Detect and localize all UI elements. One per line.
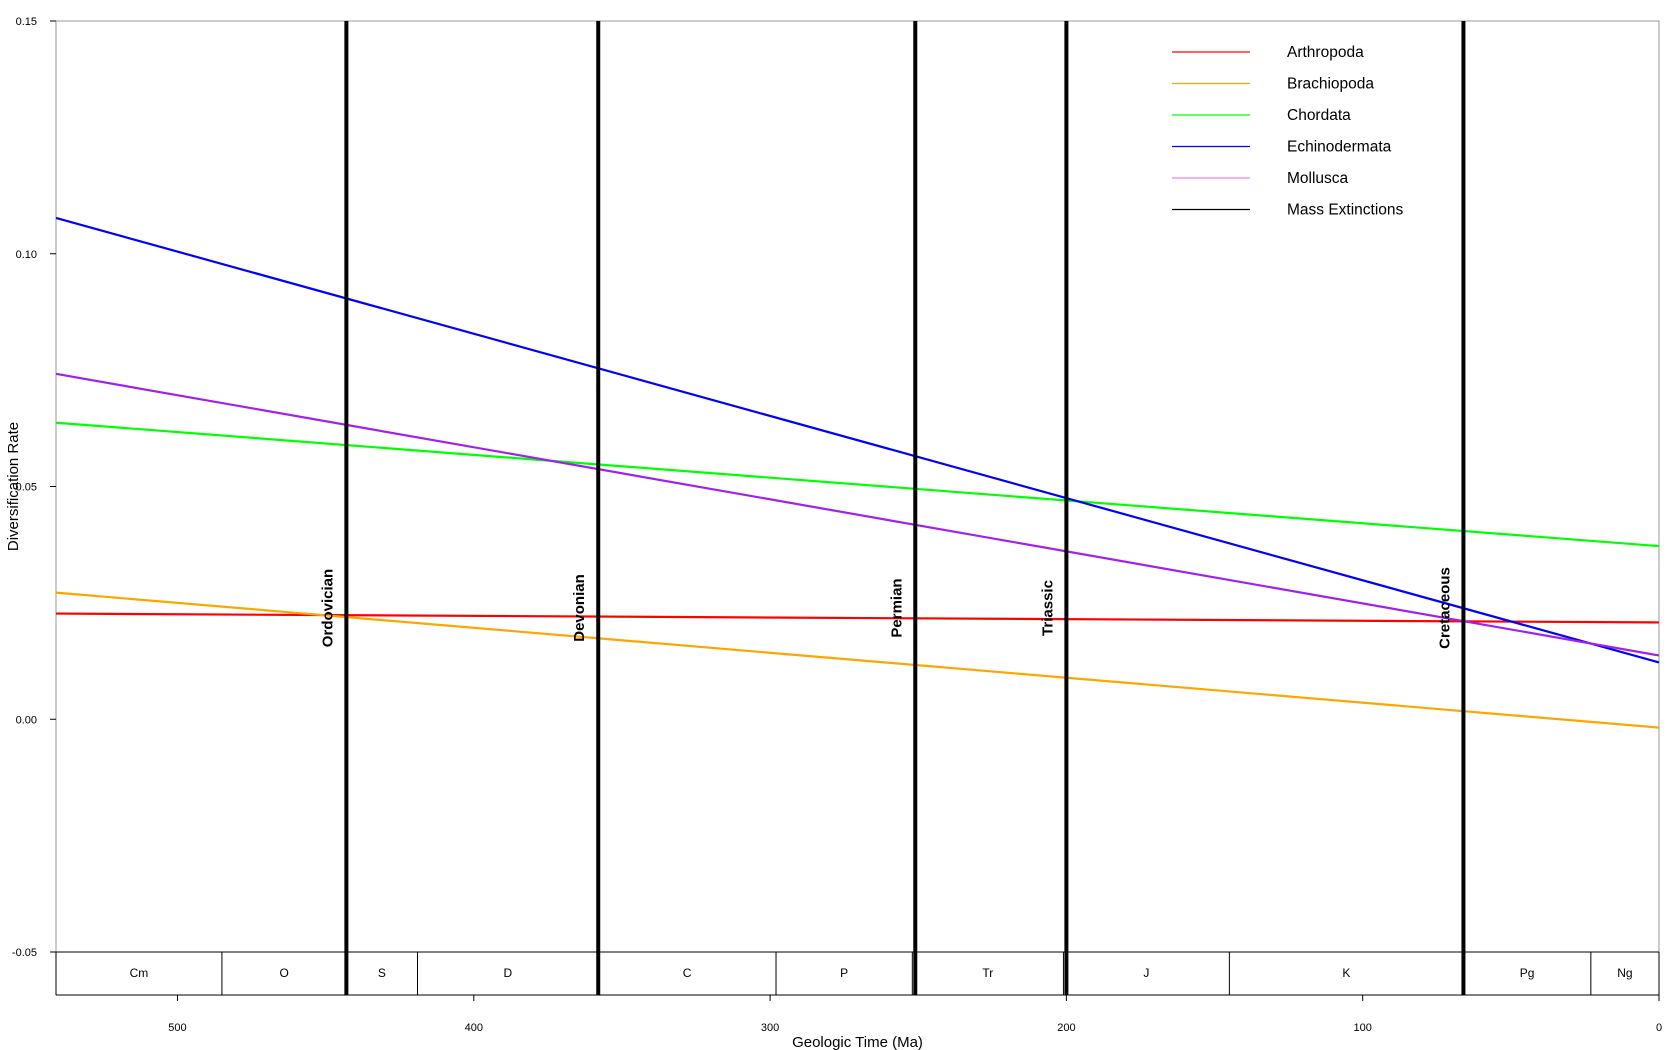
series-line-brachiopoda xyxy=(55,591,1660,729)
period-label: Cm xyxy=(130,966,149,980)
series-line-mollusca xyxy=(55,372,1660,657)
x-tick-label: 300 xyxy=(761,1022,779,1034)
legend-label-brachiopoda: Brachiopoda xyxy=(1287,76,1374,93)
mass-extinction-label-cretaceous: Cretaceous xyxy=(1436,567,1453,649)
period-label: J xyxy=(1143,966,1149,980)
series-line-chordata xyxy=(55,421,1660,548)
mass-extinction-label-devonian: Devonian xyxy=(571,574,588,642)
legend-label-arthropoda: Arthropoda xyxy=(1287,44,1364,61)
legend-label-mollusca: Mollusca xyxy=(1287,170,1349,187)
x-tick-label: 500 xyxy=(168,1022,186,1034)
mass-extinction-label-triassic: Triassic xyxy=(1039,580,1056,636)
period-label: Pg xyxy=(1520,966,1535,980)
legend-label-chordata: Chordata xyxy=(1287,107,1351,124)
x-tick-label: 200 xyxy=(1057,1022,1075,1034)
x-axis-title: Geologic Time (Ma) xyxy=(792,1034,923,1050)
y-axis-title: Diversification Rate xyxy=(5,422,22,551)
x-tick-label: 400 xyxy=(465,1022,483,1034)
period-label: Ng xyxy=(1617,966,1632,980)
plot-frame xyxy=(55,20,1660,953)
period-label: K xyxy=(1342,966,1350,980)
x-tick-label: 100 xyxy=(1354,1022,1372,1034)
legend-label-echinodermata: Echinodermata xyxy=(1287,139,1392,156)
series-line-arthropoda xyxy=(55,612,1660,624)
period-label: C xyxy=(683,966,692,980)
mass-extinction-label-ordovician: Ordovician xyxy=(319,569,336,647)
mass-extinction-label-permian: Permian xyxy=(888,578,905,637)
y-tick-label: 0.15 xyxy=(16,16,37,28)
legend-label-mass-extinctions: Mass Extinctions xyxy=(1287,202,1404,219)
y-tick-label: 0.10 xyxy=(16,249,37,261)
y-tick-label: 0.05 xyxy=(16,482,37,494)
period-label: D xyxy=(504,966,513,980)
period-label: O xyxy=(279,966,288,980)
x-tick-label: 0 xyxy=(1656,1022,1662,1034)
period-label: S xyxy=(378,966,386,980)
period-label: Tr xyxy=(982,966,993,980)
y-tick-label: 0.00 xyxy=(16,714,37,726)
series-line-echinodermata xyxy=(55,216,1660,664)
period-label: P xyxy=(840,966,848,980)
y-tick-label: -0.05 xyxy=(12,947,37,959)
